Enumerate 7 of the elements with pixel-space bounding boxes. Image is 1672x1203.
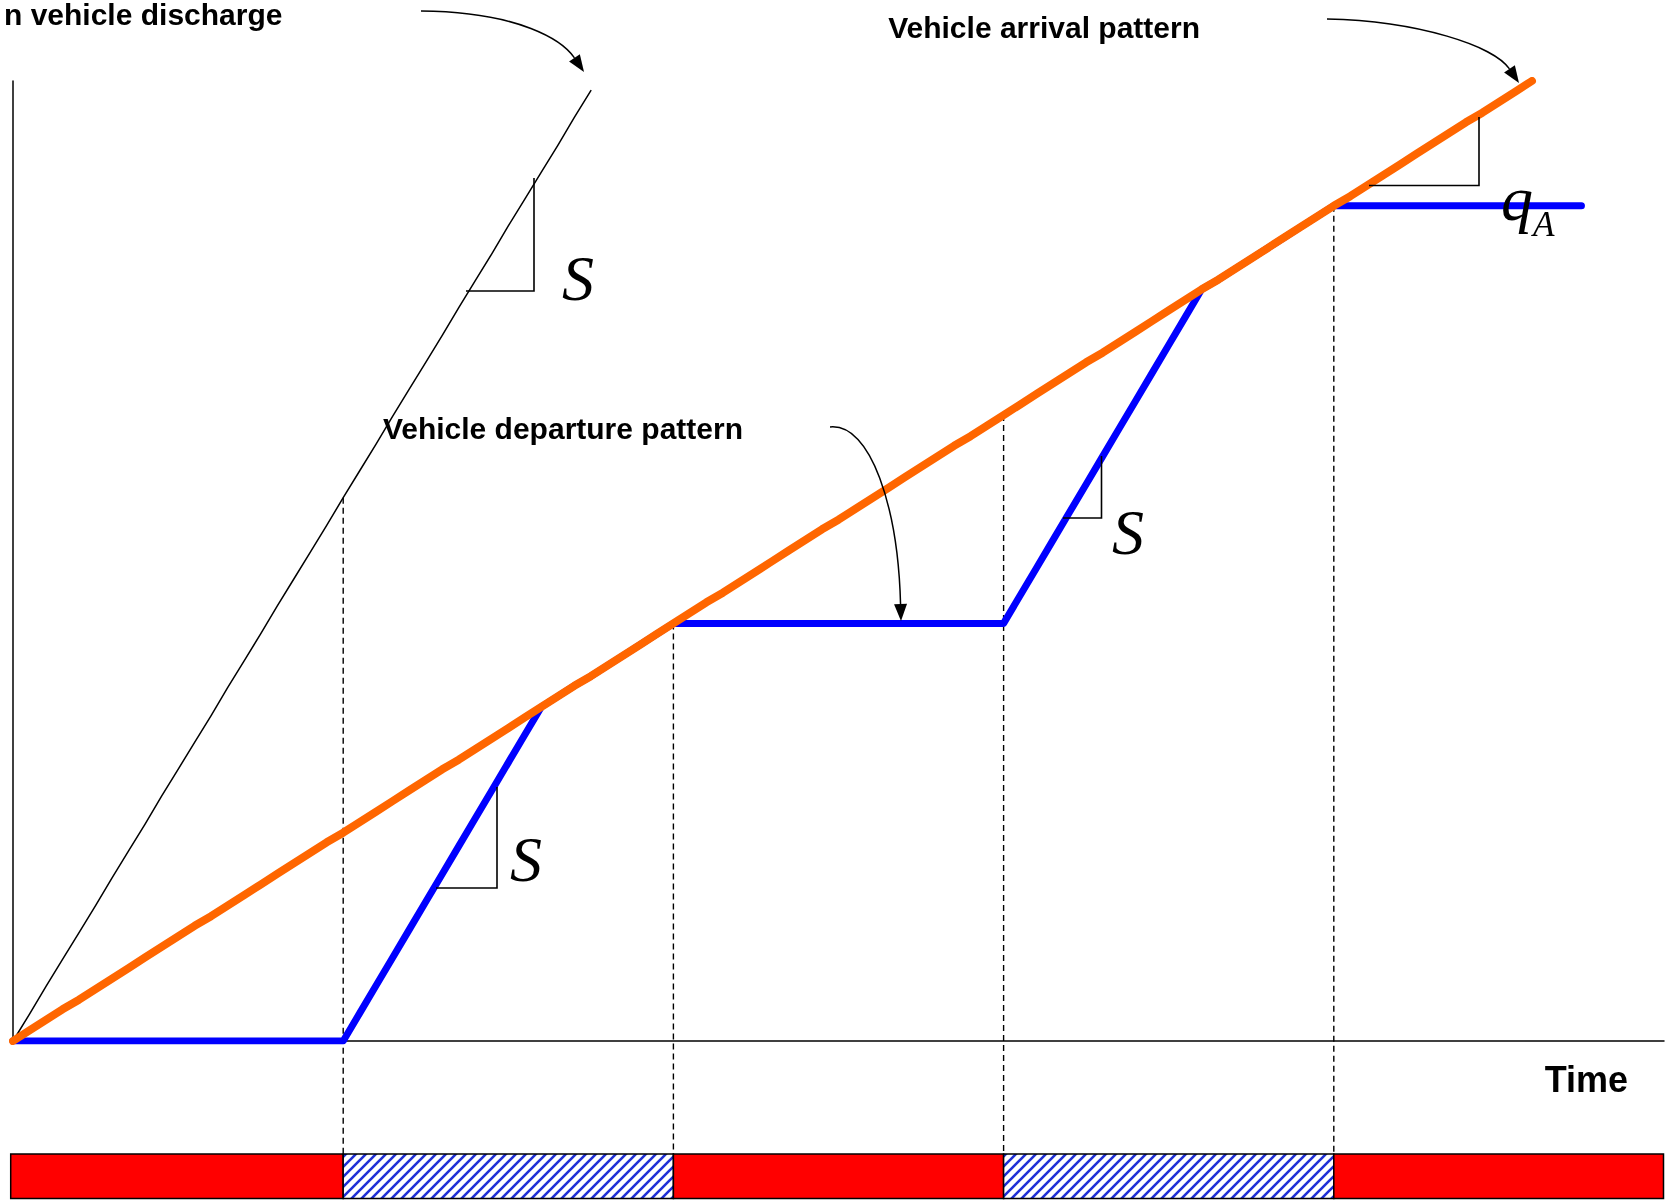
text: Vehicle arrival pattern xyxy=(888,11,1200,44)
annotation: S xyxy=(1112,497,1144,568)
annotation: S xyxy=(562,243,594,314)
x-axis-title: Time xyxy=(1544,1058,1628,1100)
annotation: Vehicle departure pattern xyxy=(382,412,743,445)
annotation: S xyxy=(510,824,542,895)
text: n vehicle discharge xyxy=(4,0,283,31)
